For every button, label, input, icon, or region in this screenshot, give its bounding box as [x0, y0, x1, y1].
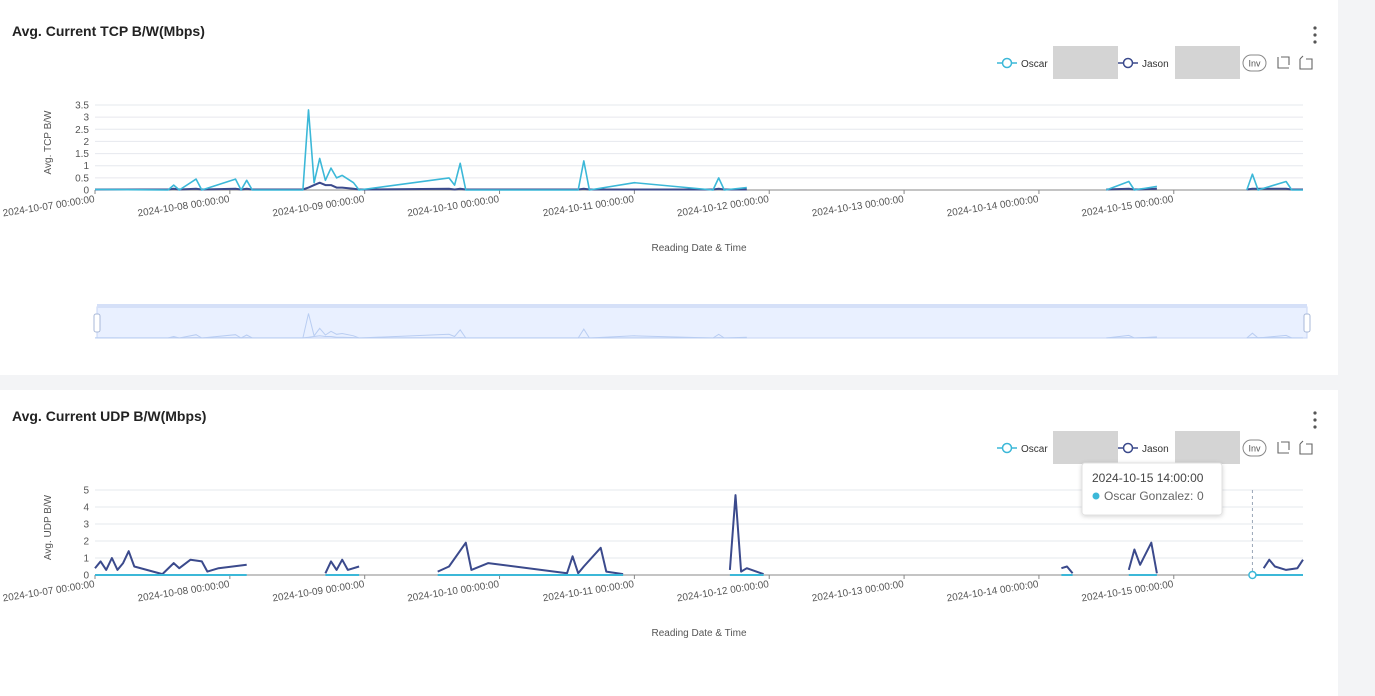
tooltip-box — [1081, 462, 1223, 516]
y-tick-label: 3 — [83, 520, 89, 531]
y-tick-label: 1.5 — [75, 149, 89, 160]
legend-marker[interactable] — [1122, 442, 1134, 454]
menu-dot — [1313, 40, 1317, 44]
invert-label[interactable]: Inv — [1248, 444, 1261, 454]
tooltip-title: 2024-10-15 14:00:00 — [1092, 471, 1204, 485]
redaction — [1175, 46, 1240, 79]
y-tick-label: 4 — [83, 503, 89, 514]
legend-marker[interactable] — [1001, 57, 1013, 69]
legend-label[interactable]: Oscar — [1021, 444, 1048, 455]
menu-dot — [1313, 425, 1317, 429]
legend-label[interactable]: Jason — [1142, 59, 1169, 70]
invert-button[interactable] — [1242, 439, 1267, 457]
menu-dot — [1313, 33, 1317, 37]
series-line — [94, 494, 1304, 576]
reset-icon[interactable] — [1299, 440, 1313, 455]
data-point — [1248, 570, 1257, 580]
menu-dot — [1313, 418, 1317, 422]
tooltip-series: Oscar Gonzalez — [1104, 489, 1190, 503]
zoom-handle[interactable] — [1303, 313, 1311, 333]
y-tick-label: 2.5 — [75, 125, 89, 136]
legend-label[interactable]: Jason — [1142, 444, 1169, 455]
y-tick-label: 2 — [83, 537, 89, 548]
invert-button[interactable] — [1242, 54, 1267, 72]
y-tick-label: 2 — [83, 137, 89, 148]
chart-title: Avg. Current TCP B/W(Mbps) — [12, 23, 205, 39]
slider-preview-line — [95, 335, 1303, 339]
y-tick-label: 3.5 — [75, 101, 89, 112]
y-tick-label: 1 — [83, 161, 89, 172]
tooltip-separator: : — [1190, 489, 1193, 503]
chart-title: Avg. Current UDP B/W(Mbps) — [12, 408, 206, 424]
tooltip-dot — [1092, 492, 1100, 500]
redaction — [1053, 431, 1118, 464]
redaction — [1175, 431, 1240, 464]
invert-label[interactable]: Inv — [1248, 59, 1261, 69]
zoom-icon[interactable] — [1277, 56, 1290, 69]
zoom-slider[interactable] — [96, 306, 1308, 339]
y-axis-label: Avg. UDP B/W — [43, 494, 54, 560]
y-tick-label: 5 — [83, 486, 89, 497]
y-tick-label: 0 — [83, 571, 89, 582]
reset-icon[interactable] — [1299, 55, 1313, 70]
menu-dot — [1313, 26, 1317, 30]
y-tick-label: 1 — [83, 554, 89, 565]
legend-marker[interactable] — [1122, 57, 1134, 69]
y-tick-label: 3 — [83, 113, 89, 124]
x-axis-label: Reading Date & Time — [651, 628, 746, 639]
tooltip: 2024-10-15 14:00:00 Oscar Gonzalez:0 — [1081, 462, 1223, 516]
y-axis-label: Avg. TCP B/W — [43, 110, 54, 174]
y-tick-label: 0.5 — [75, 173, 89, 184]
zoom-icon[interactable] — [1277, 441, 1290, 454]
panel — [0, 390, 1338, 696]
zoom-slider-bar[interactable] — [97, 304, 1307, 308]
zoom-handle[interactable] — [93, 313, 101, 333]
y-tick-label: 0 — [83, 186, 89, 197]
redaction — [1053, 46, 1118, 79]
series-line — [94, 109, 1303, 191]
x-axis-label: Reading Date & Time — [651, 243, 746, 254]
menu-dot — [1313, 411, 1317, 415]
tooltip-value: 0 — [1197, 489, 1204, 503]
legend-marker[interactable] — [1001, 442, 1013, 454]
legend-label[interactable]: Oscar — [1021, 59, 1048, 70]
